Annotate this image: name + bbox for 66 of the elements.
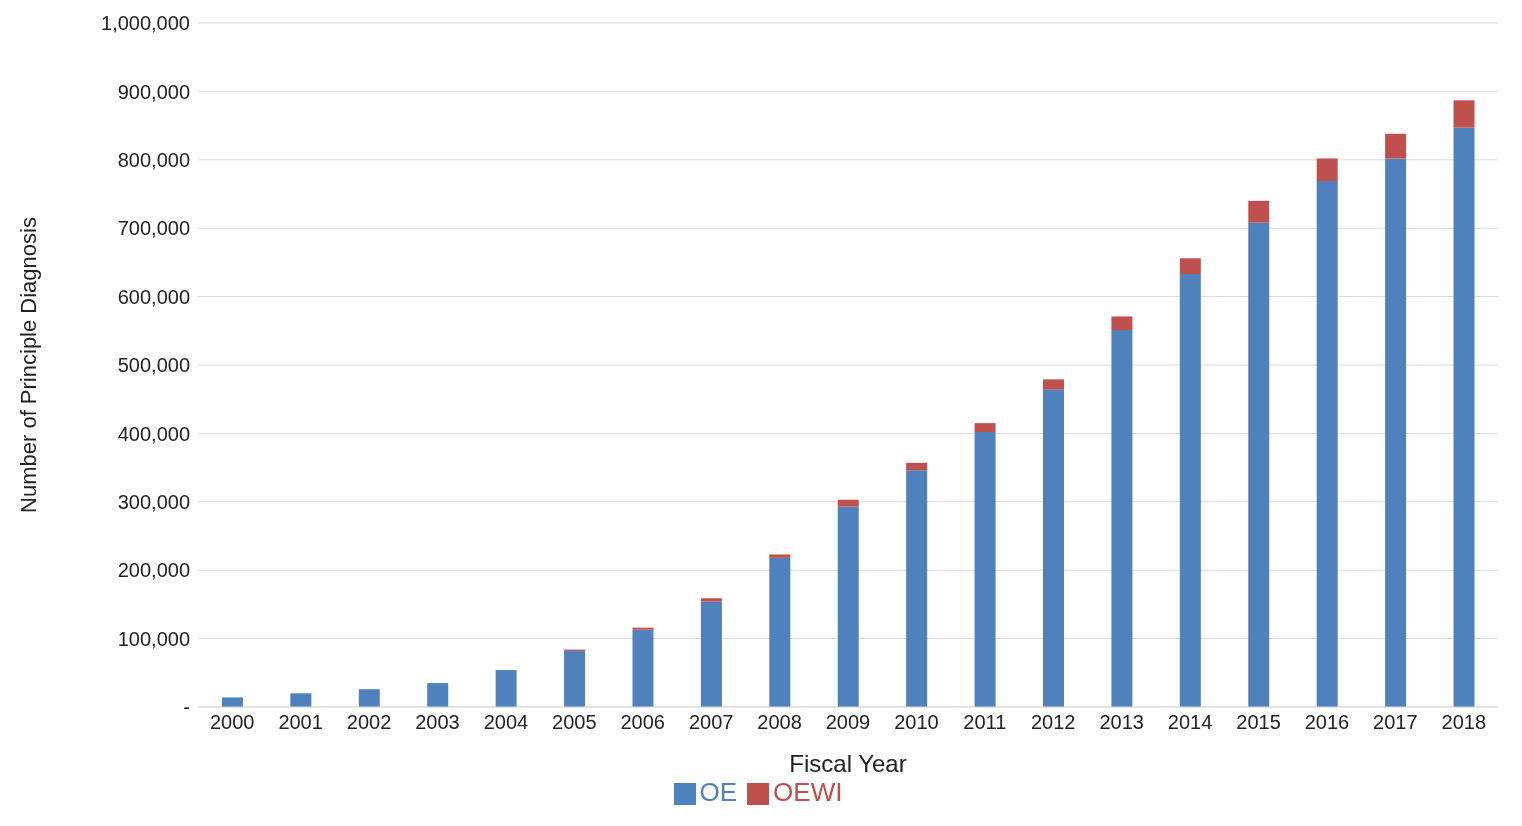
x-tick-label: 2010: [894, 711, 939, 734]
y-tick-label: 100,000: [117, 627, 190, 650]
y-tick-label: -: [183, 696, 190, 719]
bar: [769, 554, 791, 558]
x-tick-label: 2013: [1099, 711, 1144, 734]
bar: [1179, 274, 1201, 707]
bar: [221, 697, 243, 707]
bar: [837, 499, 859, 507]
y-axis-title: Number of Principle Diagnosis: [15, 217, 41, 513]
bar: [906, 470, 928, 707]
bar: [1043, 389, 1064, 707]
x-tick-label: 2006: [620, 711, 665, 734]
y-tick-label: 1,000,000: [101, 12, 190, 35]
bar: [1248, 222, 1270, 707]
y-tick-label: 500,000: [117, 354, 190, 377]
bar: [632, 629, 654, 707]
y-tick-label: 300,000: [117, 490, 190, 513]
bar: [1385, 133, 1407, 159]
bar: [1111, 316, 1133, 331]
x-tick-label: 2008: [757, 711, 802, 734]
x-tick-label: 2000: [209, 711, 255, 734]
y-tick-label: 900,000: [117, 80, 190, 103]
bar: [1453, 100, 1475, 128]
bar: [1453, 127, 1475, 707]
bar: [974, 432, 996, 707]
x-axis-title: Fiscal Year: [789, 750, 907, 777]
bar: [906, 462, 928, 471]
x-tick-label: 2016: [1304, 711, 1350, 734]
bar: [1111, 330, 1133, 707]
bar: [1043, 379, 1064, 390]
y-tick-label: 700,000: [117, 217, 190, 240]
x-tick-label: 2007: [688, 711, 734, 734]
bar: [632, 627, 654, 630]
legend-label: OE: [699, 777, 738, 807]
x-tick-label: 2002: [346, 711, 392, 734]
x-tick-label: 2015: [1236, 711, 1281, 734]
bar: [837, 506, 859, 707]
bar: [1248, 200, 1270, 223]
bar: [358, 689, 380, 707]
bar: [1179, 258, 1201, 275]
bar: [1316, 158, 1338, 181]
bar: [974, 423, 996, 433]
y-tick-label: 800,000: [117, 148, 190, 171]
x-tick-label: 2017: [1373, 711, 1418, 734]
x-tick-label: 2018: [1441, 711, 1487, 734]
x-tick-label: 2005: [552, 711, 597, 734]
x-tick-label: 2001: [278, 711, 323, 734]
bar: [700, 601, 722, 707]
bar: [1385, 158, 1407, 707]
bar: [427, 683, 449, 707]
x-tick-label: 2014: [1167, 711, 1213, 734]
x-tick-label: 2004: [483, 711, 529, 734]
bar: [290, 693, 312, 707]
x-tick-label: 2011: [963, 711, 1007, 734]
y-tick-label: 200,000: [117, 559, 190, 582]
bar: [700, 598, 722, 602]
bar: [1316, 181, 1338, 707]
legend-label: OEWI: [773, 777, 843, 807]
x-tick-label: 2009: [825, 711, 871, 734]
bar: [495, 670, 517, 707]
x-tick-label: 2003: [415, 711, 460, 734]
y-tick-label: 600,000: [117, 285, 190, 308]
x-tick-label: 2012: [1031, 711, 1076, 734]
y-tick-label: 400,000: [117, 422, 190, 445]
bar: [769, 557, 791, 707]
bar: [564, 650, 586, 707]
